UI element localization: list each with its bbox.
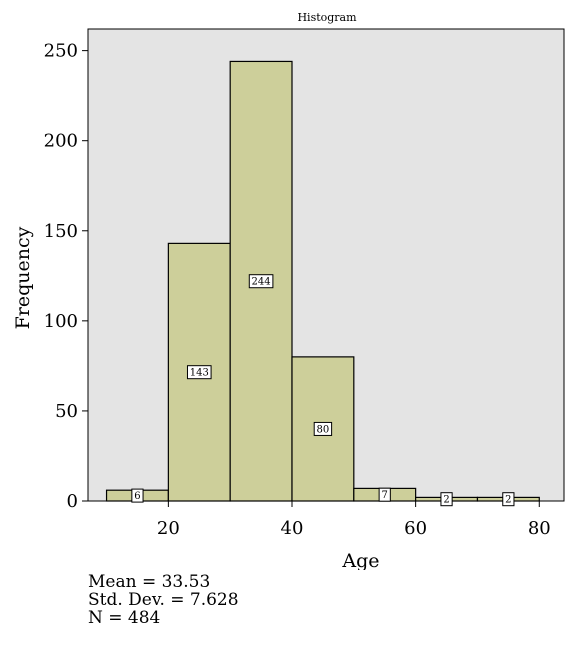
y-tick-label-5: 250 [44,41,78,62]
bar-label-box-0 [131,488,144,503]
bar-label-box-4 [378,487,391,502]
x-tick-label-1: 40 [281,518,304,539]
bar-label-box-1 [186,365,212,380]
bar-label-box-3 [313,421,333,436]
bar-label-box-2 [248,274,274,289]
y-tick-label-4: 200 [44,131,78,152]
y-tick-label-0: 0 [67,491,78,512]
bar-label-box-5 [440,492,453,507]
bar-value-label-0: 6 [134,491,140,502]
bar-value-label-3: 80 [317,424,330,435]
x-tick-label-0: 20 [157,518,180,539]
y-axis: 0 50 100 150 200 250 [44,41,88,512]
x-tick-label-3: 80 [528,518,551,539]
histogram-chart: Histogram 6 143 244 80 7 2 2 0 50 100 150 200 250 2… [12,11,565,570]
x-axis-label: Age [341,550,379,570]
bars-group: 6 143 244 80 7 2 2 [105,60,540,507]
std-dev-text: Std. Dev. = 7.628 [88,590,239,610]
y-tick-label-3: 150 [44,221,78,242]
x-tick-label-2: 60 [404,518,427,539]
bar-value-label-1: 143 [190,368,209,379]
bar-value-label-4: 7 [382,490,388,501]
bar-value-label-6: 2 [505,495,511,506]
mean-text: Mean = 33.53 [88,572,211,592]
y-axis-label: Frequency [12,226,34,329]
y-tick-label-1: 50 [55,401,78,422]
y-tick-label-2: 100 [44,311,78,332]
bar-value-label-2: 244 [252,277,271,288]
x-axis: 20 40 60 80 [157,501,551,539]
n-text: N = 484 [88,608,161,628]
bar-value-label-5: 2 [443,495,449,506]
bar-label-box-6 [502,492,515,507]
chart-title: Histogram [297,11,357,24]
summary-statistics: Mean = 33.53 Std. Dev. = 7.628 N = 484 [88,573,239,627]
